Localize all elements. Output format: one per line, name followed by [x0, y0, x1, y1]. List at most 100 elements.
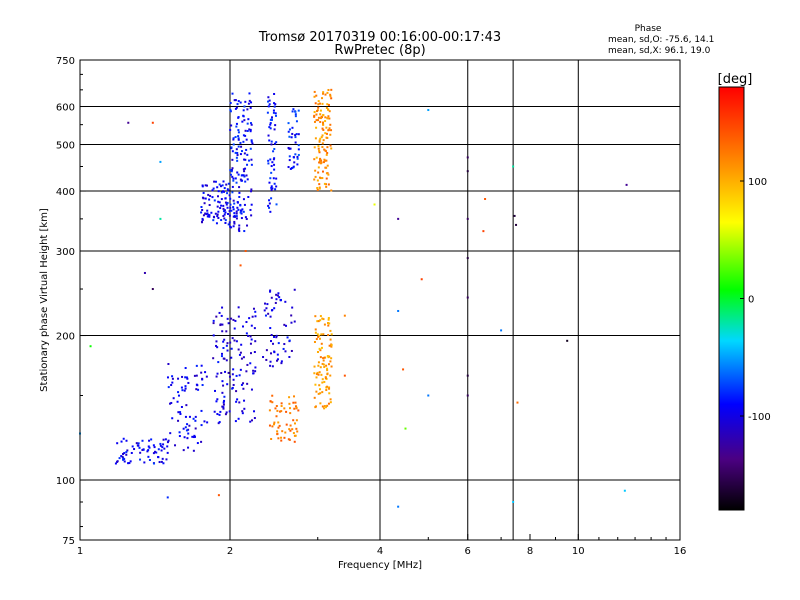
- phase-point: [250, 188, 253, 191]
- phase-point: [275, 334, 278, 337]
- phase-point: [162, 462, 165, 465]
- phase-point: [288, 128, 291, 131]
- phase-point: [277, 342, 280, 345]
- phase-point: [270, 186, 273, 189]
- phase-point: [323, 407, 326, 410]
- phase-point: [316, 371, 319, 374]
- phase-point: [194, 419, 197, 422]
- phase-point: [285, 423, 288, 426]
- phase-point: [193, 374, 196, 377]
- phase-point: [125, 451, 128, 454]
- phase-point: [270, 340, 273, 343]
- phase-point: [216, 213, 219, 216]
- phase-point: [269, 210, 272, 213]
- phase-point: [229, 108, 232, 111]
- phase-point: [246, 108, 249, 111]
- phase-point: [245, 370, 248, 373]
- phase-point: [322, 357, 325, 360]
- phase-point: [253, 410, 256, 413]
- phase-point: [466, 217, 469, 220]
- phase-point: [234, 215, 237, 218]
- phase-point: [270, 143, 273, 146]
- phase-point: [225, 411, 228, 414]
- phase-point: [243, 203, 246, 206]
- phase-point: [322, 363, 325, 366]
- phase-point: [184, 387, 187, 390]
- phase-point: [273, 147, 276, 150]
- phase-point: [270, 333, 273, 336]
- phase-point: [268, 99, 271, 102]
- phase-point: [313, 115, 316, 118]
- phase-point: [240, 150, 243, 153]
- phase-point: [322, 114, 325, 117]
- phase-point: [237, 100, 240, 103]
- colorbar-tick-label: 0: [748, 295, 754, 306]
- phase-point: [272, 177, 275, 180]
- phase-point: [279, 299, 282, 302]
- phase-point: [268, 181, 271, 184]
- phase-point: [220, 204, 223, 207]
- phase-point: [157, 456, 160, 459]
- phase-point: [139, 451, 142, 454]
- phase-point: [216, 398, 219, 401]
- phase-point: [327, 318, 330, 321]
- phase-point: [194, 427, 197, 430]
- grid-lines: [80, 60, 680, 540]
- phase-point: [170, 401, 173, 404]
- phase-point: [319, 366, 322, 369]
- phase-point: [123, 460, 126, 463]
- phase-point: [229, 169, 232, 172]
- phase-point: [158, 461, 161, 464]
- phase-point: [177, 394, 180, 397]
- phase-point: [187, 428, 190, 431]
- phase-point: [277, 426, 280, 429]
- phase-point: [228, 214, 231, 217]
- phase-point: [254, 370, 257, 373]
- phase-point: [237, 348, 240, 351]
- phase-point: [238, 195, 241, 198]
- phase-point: [271, 365, 274, 368]
- phase-point: [326, 164, 329, 167]
- phase-point: [317, 171, 320, 174]
- phase-point: [160, 460, 163, 463]
- phase-point: [243, 399, 246, 402]
- phase-point: [216, 186, 219, 189]
- phase-point: [228, 410, 231, 413]
- phase-point: [236, 398, 239, 401]
- phase-point: [129, 460, 132, 463]
- phase-point: [319, 349, 322, 352]
- phase-point: [222, 347, 225, 350]
- phase-point: [246, 382, 249, 385]
- phase-point: [275, 405, 278, 408]
- phase-point: [250, 140, 253, 143]
- phase-point: [249, 147, 252, 150]
- phase-point: [289, 412, 292, 415]
- phase-point: [292, 401, 295, 404]
- phase-point: [292, 165, 295, 168]
- phase-point: [224, 197, 227, 200]
- phase-point: [273, 128, 276, 131]
- phase-point: [244, 158, 247, 161]
- phase-point: [159, 217, 162, 220]
- phase-point: [233, 327, 236, 330]
- phase-point: [280, 402, 283, 405]
- phase-point: [237, 228, 240, 231]
- phase-point: [276, 409, 279, 412]
- phase-point: [327, 129, 330, 132]
- phase-point: [329, 374, 332, 377]
- phase-point: [206, 215, 209, 218]
- phase-point: [326, 117, 329, 120]
- phase-point: [120, 455, 123, 458]
- phase-point: [326, 367, 329, 370]
- phase-point: [234, 177, 237, 180]
- phase-point: [295, 427, 298, 430]
- phase-point: [289, 407, 292, 410]
- phase-point: [321, 127, 324, 130]
- phase-point: [143, 271, 146, 274]
- phase-point: [123, 452, 126, 455]
- phase-point: [254, 366, 257, 369]
- phase-point: [318, 139, 321, 142]
- phase-point: [235, 212, 238, 215]
- phase-point: [270, 296, 273, 299]
- phase-point: [322, 333, 325, 336]
